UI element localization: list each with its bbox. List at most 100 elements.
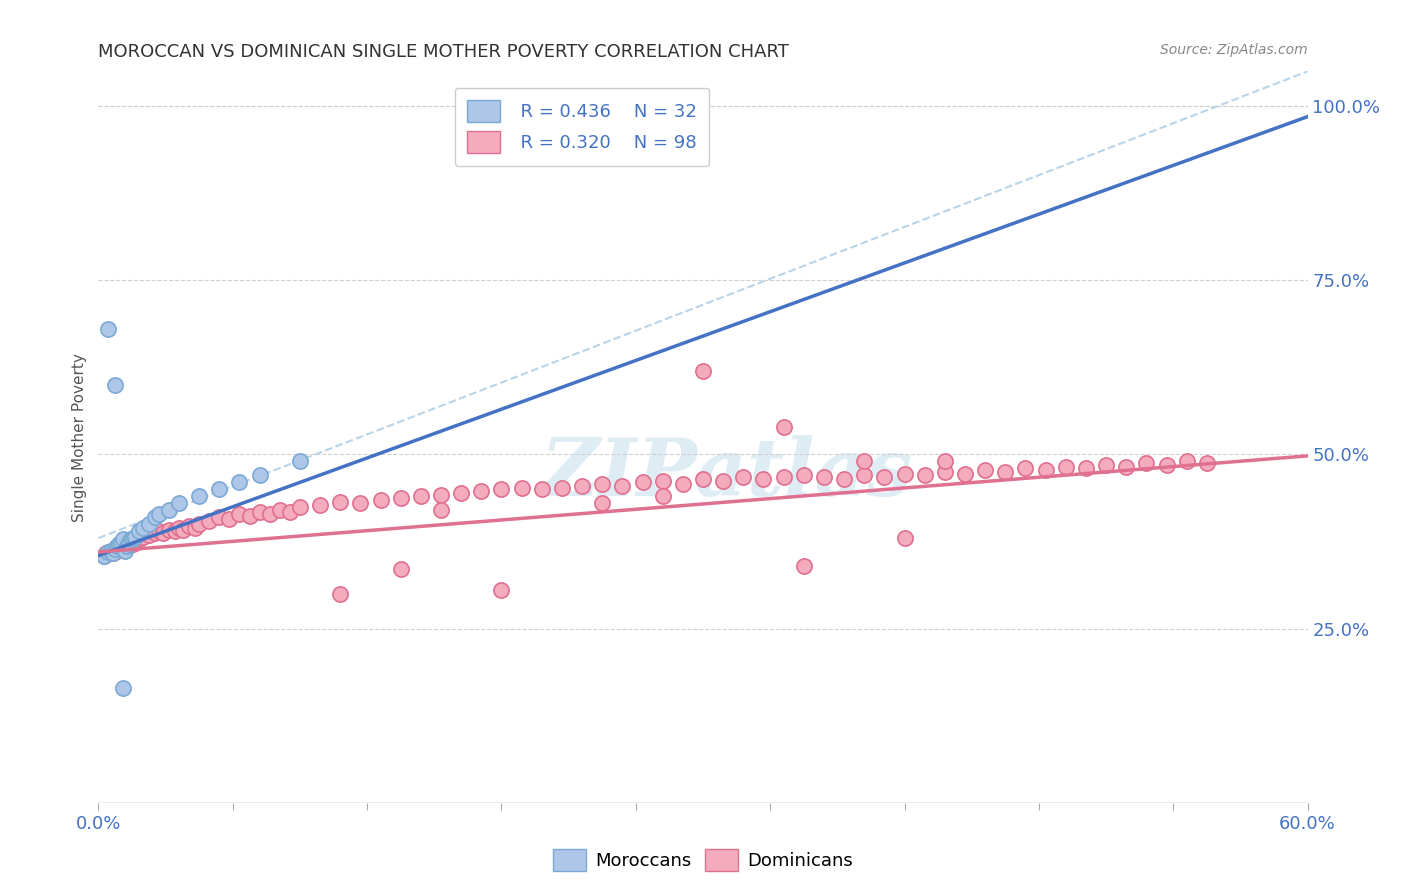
Point (651, 489, 673, 503)
Point (1195, 456, 1218, 470)
Point (110, 534, 132, 549)
Point (793, 468, 815, 483)
Point (692, 364, 714, 378)
Point (103, 377, 125, 392)
Point (893, 467, 915, 481)
Point (974, 463, 997, 477)
Point (110, 538, 132, 552)
Text: MOROCCAN VS DOMINICAN SINGLE MOTHER POVERTY CORRELATION CHART: MOROCCAN VS DOMINICAN SINGLE MOTHER POVE… (98, 44, 789, 62)
Point (114, 543, 136, 558)
Point (120, 534, 142, 549)
Point (733, 470, 755, 484)
Point (249, 468, 271, 483)
Point (138, 527, 160, 541)
Point (530, 483, 553, 497)
Point (198, 514, 221, 528)
Point (128, 531, 150, 545)
Point (148, 524, 170, 538)
Point (228, 507, 250, 521)
Point (309, 498, 332, 512)
Point (111, 541, 134, 556)
Point (111, 533, 134, 547)
Point (269, 503, 291, 517)
Point (118, 534, 141, 549)
Point (167, 521, 190, 535)
Point (114, 540, 136, 554)
Point (97, 545, 120, 559)
Point (1115, 460, 1137, 475)
Point (893, 531, 915, 545)
Point (148, 507, 170, 521)
Point (107, 536, 129, 550)
Point (772, 470, 794, 484)
Point (121, 531, 143, 545)
Point (914, 468, 936, 483)
Point (772, 419, 794, 434)
Point (450, 485, 472, 500)
Point (1074, 461, 1097, 475)
Point (118, 536, 141, 550)
Point (97, 545, 120, 559)
Point (228, 475, 250, 490)
Point (752, 472, 775, 486)
Point (409, 489, 432, 503)
Point (208, 483, 231, 497)
Point (1014, 461, 1036, 475)
Point (551, 481, 574, 495)
Point (288, 454, 311, 468)
Point (96, 546, 118, 560)
Point (711, 474, 734, 488)
Point (121, 536, 143, 550)
Point (184, 521, 207, 535)
Point (491, 483, 513, 497)
Point (93, 549, 115, 563)
Point (873, 470, 896, 484)
Point (278, 505, 301, 519)
Point (93, 549, 115, 563)
Point (1035, 463, 1057, 477)
Point (249, 505, 271, 519)
Point (138, 517, 160, 532)
Point (163, 524, 186, 538)
Point (128, 524, 150, 538)
Point (103, 541, 125, 556)
Point (120, 533, 142, 547)
Point (208, 510, 231, 524)
Point (430, 503, 453, 517)
Point (167, 496, 190, 510)
Point (125, 534, 148, 549)
Point (157, 523, 180, 537)
Point (259, 507, 281, 521)
Point (934, 465, 956, 479)
Point (103, 541, 125, 556)
Point (1156, 458, 1178, 472)
Point (692, 472, 714, 486)
Point (389, 491, 412, 505)
Point (1095, 458, 1118, 472)
Point (510, 481, 533, 495)
Point (101, 546, 124, 560)
Point (188, 517, 211, 532)
Point (143, 510, 166, 524)
Point (491, 583, 513, 598)
Point (651, 474, 673, 488)
Point (152, 525, 174, 540)
Point (672, 476, 695, 491)
Point (101, 546, 124, 560)
Point (832, 472, 855, 486)
Point (934, 454, 956, 468)
Point (97, 322, 120, 336)
Legend: Moroccans, Dominicans: Moroccans, Dominicans (546, 842, 860, 879)
Point (124, 533, 146, 547)
Point (132, 521, 155, 535)
Point (349, 496, 371, 510)
Legend:   R = 0.436    N = 32,   R = 0.320    N = 98: R = 0.436 N = 32, R = 0.320 N = 98 (454, 87, 710, 166)
Point (132, 530, 155, 544)
Point (1054, 460, 1077, 475)
Point (218, 511, 240, 525)
Point (107, 538, 129, 552)
Y-axis label: Single Mother Poverty: Single Mother Poverty (72, 352, 87, 522)
Point (105, 543, 128, 558)
Point (329, 495, 352, 509)
Point (188, 489, 211, 503)
